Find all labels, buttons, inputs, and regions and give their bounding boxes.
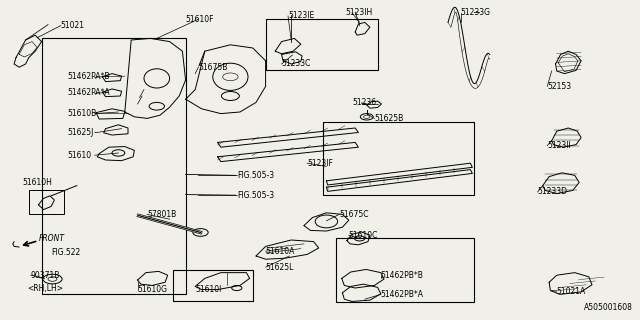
Text: 51610A: 51610A (266, 247, 295, 256)
Text: 51462PB*B: 51462PB*B (381, 271, 424, 280)
Text: 5123lE: 5123lE (288, 12, 314, 20)
Text: 90371B: 90371B (31, 271, 60, 280)
Text: 5123lI: 5123lI (547, 141, 571, 150)
Text: 51610I: 51610I (195, 285, 221, 294)
Text: 51462PB*A: 51462PB*A (381, 290, 424, 299)
Text: 51675C: 51675C (339, 210, 369, 219)
Text: 52153: 52153 (547, 82, 572, 91)
Text: 51625J: 51625J (67, 128, 93, 137)
Text: FRONT: FRONT (38, 234, 65, 243)
Text: <RH,LH>: <RH,LH> (28, 284, 63, 292)
Text: 51462PA*A: 51462PA*A (67, 88, 110, 97)
Text: 51233D: 51233D (538, 188, 568, 196)
Text: 51610B: 51610B (67, 109, 97, 118)
Text: 5123lH: 5123lH (346, 8, 373, 17)
Text: 51462PA*B: 51462PA*B (67, 72, 109, 81)
Text: FIG.505-3: FIG.505-3 (237, 172, 274, 180)
Text: 51233C: 51233C (282, 60, 311, 68)
Text: 51610C: 51610C (349, 231, 378, 240)
Bar (173, 270, 253, 301)
Bar (42, 38, 186, 294)
Text: 51021: 51021 (61, 21, 84, 30)
Text: 51610: 51610 (67, 151, 92, 160)
Text: A505001608: A505001608 (584, 303, 632, 312)
Text: 5123lF: 5123lF (307, 159, 333, 168)
Bar (336, 238, 474, 302)
Text: 51675B: 51675B (198, 63, 228, 72)
Text: 51021A: 51021A (557, 287, 586, 296)
Text: 51236: 51236 (352, 98, 376, 107)
Bar (266, 19, 378, 70)
Text: 51610F: 51610F (186, 15, 214, 24)
Text: 57801B: 57801B (147, 210, 177, 219)
Text: FIG.505-3: FIG.505-3 (237, 191, 274, 200)
Text: 51610H: 51610H (22, 178, 52, 187)
Text: 51233G: 51233G (461, 8, 491, 17)
Text: 51625L: 51625L (266, 263, 294, 272)
Text: 51610G: 51610G (138, 285, 168, 294)
Text: FIG.522: FIG.522 (51, 248, 81, 257)
Text: 51625B: 51625B (374, 114, 404, 123)
Bar (29, 190, 64, 214)
Bar (323, 122, 474, 195)
